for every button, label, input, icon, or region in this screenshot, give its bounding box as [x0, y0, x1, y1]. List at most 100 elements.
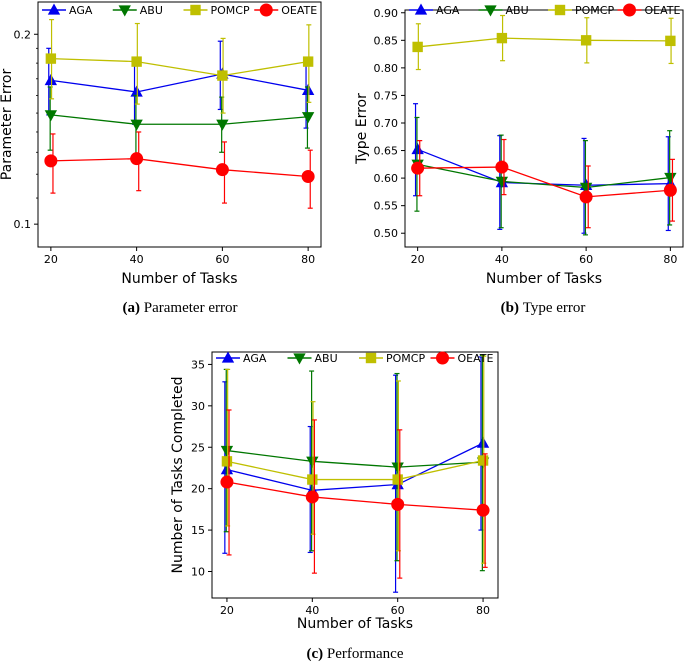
y-tick-label: 0.80 — [374, 62, 399, 75]
series-line — [226, 449, 484, 468]
plot-frame — [37, 1, 322, 248]
caption-text: Parameter error — [144, 300, 238, 316]
legend-marker-oeate — [259, 3, 273, 17]
series-aga — [411, 103, 677, 234]
data-point-pomcp — [580, 35, 592, 46]
series-line — [226, 442, 484, 491]
caption-text: Type error — [523, 300, 586, 316]
data-point-oeate — [301, 170, 315, 184]
legend-label: ABU — [140, 4, 163, 17]
x-tick-label: 20 — [220, 604, 234, 617]
legend-marker-oeate — [436, 351, 449, 365]
data-point-pomcp — [477, 455, 489, 466]
data-point-oeate — [476, 503, 490, 517]
x-tick-label: 60 — [579, 253, 593, 266]
data-point-abu — [216, 119, 229, 131]
legend-label: OEATE — [281, 4, 317, 17]
series-aga — [220, 356, 490, 593]
legend-marker-abu — [484, 5, 497, 17]
caption-label: (b) — [501, 300, 523, 316]
figure-caption: (c) Performance — [306, 646, 403, 662]
series-pomcp — [412, 14, 676, 71]
series-oeate — [411, 138, 677, 229]
data-point-aga — [220, 463, 234, 475]
caption-text: Performance — [327, 646, 404, 662]
plot-frame — [211, 351, 499, 599]
x-tick-label: 80 — [301, 253, 315, 266]
chart-a: 20 40 60 80 0.1 0.2 Number of Tasks Parameter E… — [0, 1, 322, 316]
x-tick-label: 40 — [495, 253, 509, 266]
x-tick-label: 80 — [476, 604, 490, 617]
data-point-oeate — [305, 490, 319, 504]
x-tick-label: 20 — [44, 253, 58, 266]
y-axis-label: Parameter Error — [0, 69, 15, 181]
data-point-abu — [391, 462, 404, 474]
data-point-abu — [495, 176, 509, 188]
data-point-oeate — [495, 160, 509, 174]
data-point-oeate — [215, 163, 229, 177]
y-axis-label: Type Error — [354, 93, 370, 165]
legend-marker-aga — [47, 3, 61, 15]
y-tick-label: 0.55 — [374, 200, 399, 213]
data-point-abu — [130, 119, 143, 131]
series-abu — [44, 86, 315, 158]
data-point-aga — [411, 142, 424, 155]
y-tick-label: 0.50 — [374, 227, 399, 240]
data-point-pomcp — [221, 456, 233, 467]
data-point-abu — [579, 182, 593, 194]
legend-marker-oeate — [623, 3, 636, 17]
y-tick-label: 0.1 — [14, 218, 32, 231]
y-tick-label: 0.75 — [374, 89, 399, 102]
legend-label: ABU — [506, 4, 529, 17]
y-tick-label: 0.65 — [374, 145, 399, 158]
legend-label: AGA — [436, 4, 460, 17]
legend-marker-abu — [293, 353, 306, 365]
data-point-pomcp — [45, 53, 57, 64]
legend-label: OEATE — [645, 4, 681, 17]
data-point-abu — [301, 112, 315, 124]
x-tick-label: 60 — [391, 604, 405, 617]
data-point-oeate — [579, 190, 593, 204]
y-tick-label: 35 — [191, 358, 205, 371]
y-tick-label: 10 — [191, 565, 205, 578]
data-point-pomcp — [131, 56, 142, 67]
data-point-pomcp — [665, 35, 676, 47]
data-point-abu — [220, 445, 234, 458]
data-point-oeate — [411, 161, 425, 175]
y-axis-label: Number of Tasks Completed — [170, 377, 186, 574]
legend-marker-abu — [118, 5, 131, 17]
legend-label: POMCP — [575, 4, 614, 17]
x-axis-label: Number of Tasks — [297, 616, 413, 632]
series-line — [417, 37, 671, 48]
y-tick-label: 0.2 — [14, 28, 32, 41]
series-line — [417, 166, 671, 198]
data-point-aga — [44, 73, 58, 86]
y-tick-label: 30 — [191, 400, 205, 413]
legend-label: ABU — [315, 352, 338, 365]
legend-marker-pomcp — [554, 4, 566, 16]
chart-c: 20 40 60 80 10 15 20 25 30 35 Number of Tasks Numbe… — [170, 351, 499, 662]
series-pomcp — [45, 18, 314, 114]
legend-label: AGA — [243, 352, 267, 365]
data-point-oeate — [391, 497, 405, 511]
series-oeate — [220, 409, 490, 579]
data-point-abu — [664, 172, 677, 185]
data-point-pomcp — [217, 70, 228, 81]
legend: AGA ABU POMCP OEATE — [42, 3, 317, 17]
data-point-pomcp — [496, 32, 508, 44]
series-line — [50, 73, 309, 93]
legend-marker-aga — [221, 351, 235, 363]
chart-b: 20 40 60 80 0.50 0.55 0.60 0.65 0.70 0.75 0.80 0.85… — [354, 3, 684, 316]
legend: AGA ABU POMCP OEATE — [216, 351, 493, 365]
y-tick-label: 25 — [191, 441, 205, 454]
series-abu — [411, 116, 677, 236]
data-point-pomcp — [412, 41, 423, 53]
caption-label: (c) — [306, 646, 326, 662]
legend-label: POMCP — [211, 4, 250, 17]
data-point-aga — [301, 83, 315, 95]
series-line — [226, 459, 484, 481]
data-point-abu — [44, 110, 58, 122]
x-tick-label: 60 — [215, 253, 229, 266]
x-tick-label: 40 — [130, 253, 144, 266]
x-axis-label: Number of Tasks — [121, 271, 237, 287]
